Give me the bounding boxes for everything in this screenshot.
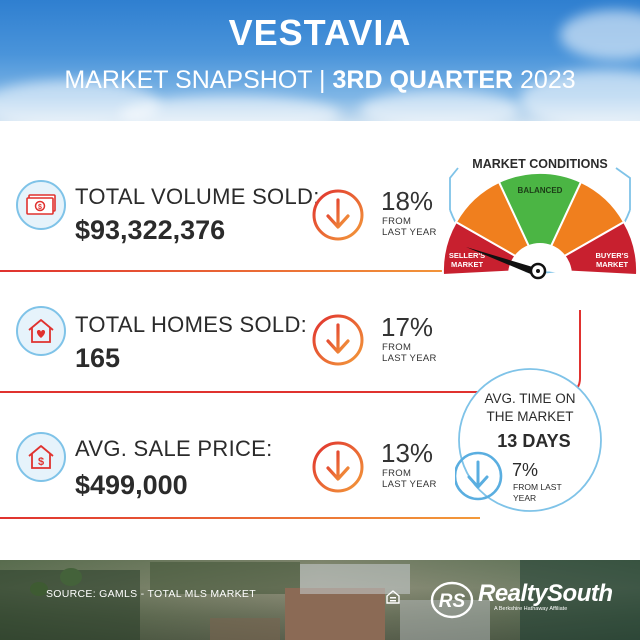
stat-price-change: 13% [381, 438, 434, 468]
source-note: SOURCE: GAMLS - TOTAL MLS MARKET [46, 588, 256, 600]
market-conditions-title: MARKET CONDITIONS [472, 157, 607, 171]
time-on-market-circle: AVG. TIME ON THE MARKET 13 DAYS 7% FROM … [455, 368, 602, 512]
stat-volume-note: FROM LAST YEAR [382, 216, 437, 238]
stat-price-value: $499,000 [75, 470, 188, 500]
time-on-market-change: 7% [512, 460, 538, 480]
rs-logo-icon: RS [430, 581, 474, 619]
gauge-label-sellers-2: MARKET [451, 260, 483, 269]
equal-housing-icon [386, 590, 400, 604]
home-heart-icon [16, 306, 66, 356]
brand-name: RealtySouth [478, 580, 613, 607]
market-conditions-gauge: MARKET CONDITIONS BALANCED SELLER'S MARK… [441, 157, 639, 280]
svg-text:RS: RS [439, 591, 466, 612]
time-on-market-value: 13 DAYS [497, 431, 570, 451]
brand-tagline: A Berkshire Hathaway Affiliate [494, 606, 568, 612]
arrow-down-icon [312, 441, 364, 493]
stat-price-note: FROM LAST YEAR [382, 468, 437, 490]
header-banner: VESTAVIA MARKET SNAPSHOT | 3RD QUARTER 2… [0, 0, 640, 121]
page-subtitle: MARKET SNAPSHOT | 3RD QUARTER 2023 [64, 66, 576, 94]
stat-homes-change: 17% [381, 312, 434, 342]
arrow-down-icon [455, 451, 503, 501]
stat-price-label: AVG. SALE PRICE: [75, 436, 273, 461]
arrow-down-icon [312, 189, 364, 241]
gauge-label-sellers-1: SELLER'S [449, 251, 485, 260]
svg-text:$: $ [38, 204, 42, 211]
gauge-label-balanced: BALANCED [518, 186, 563, 195]
time-on-market-note-2: YEAR [513, 493, 536, 503]
gauge-label-buyers-1: BUYER'S [595, 251, 628, 260]
stat-homes-label: TOTAL HOMES SOLD: [75, 312, 308, 337]
time-on-market-line2: THE MARKET [486, 409, 573, 424]
gauge-needle [466, 247, 536, 275]
gauge-label-buyers-2: MARKET [596, 260, 628, 269]
stat-volume-label: TOTAL VOLUME SOLD: [75, 184, 320, 209]
money-icon: $ [16, 180, 66, 230]
time-on-market-line1: AVG. TIME ON [484, 391, 575, 406]
stat-homes-note: FROM LAST YEAR [382, 342, 437, 364]
divider-3 [0, 517, 480, 519]
home-dollar-icon: $ [16, 432, 66, 482]
arrow-down-icon [312, 314, 364, 366]
svg-text:$: $ [38, 456, 44, 468]
page-title: VESTAVIA [228, 12, 412, 53]
stat-volume-value: $93,322,376 [75, 215, 226, 245]
time-on-market-note-1: FROM LAST [513, 482, 562, 492]
footer-photo [0, 560, 640, 640]
divider-1 [0, 270, 470, 272]
stat-homes-value: 165 [75, 343, 121, 373]
stat-volume-change: 18% [381, 186, 434, 216]
